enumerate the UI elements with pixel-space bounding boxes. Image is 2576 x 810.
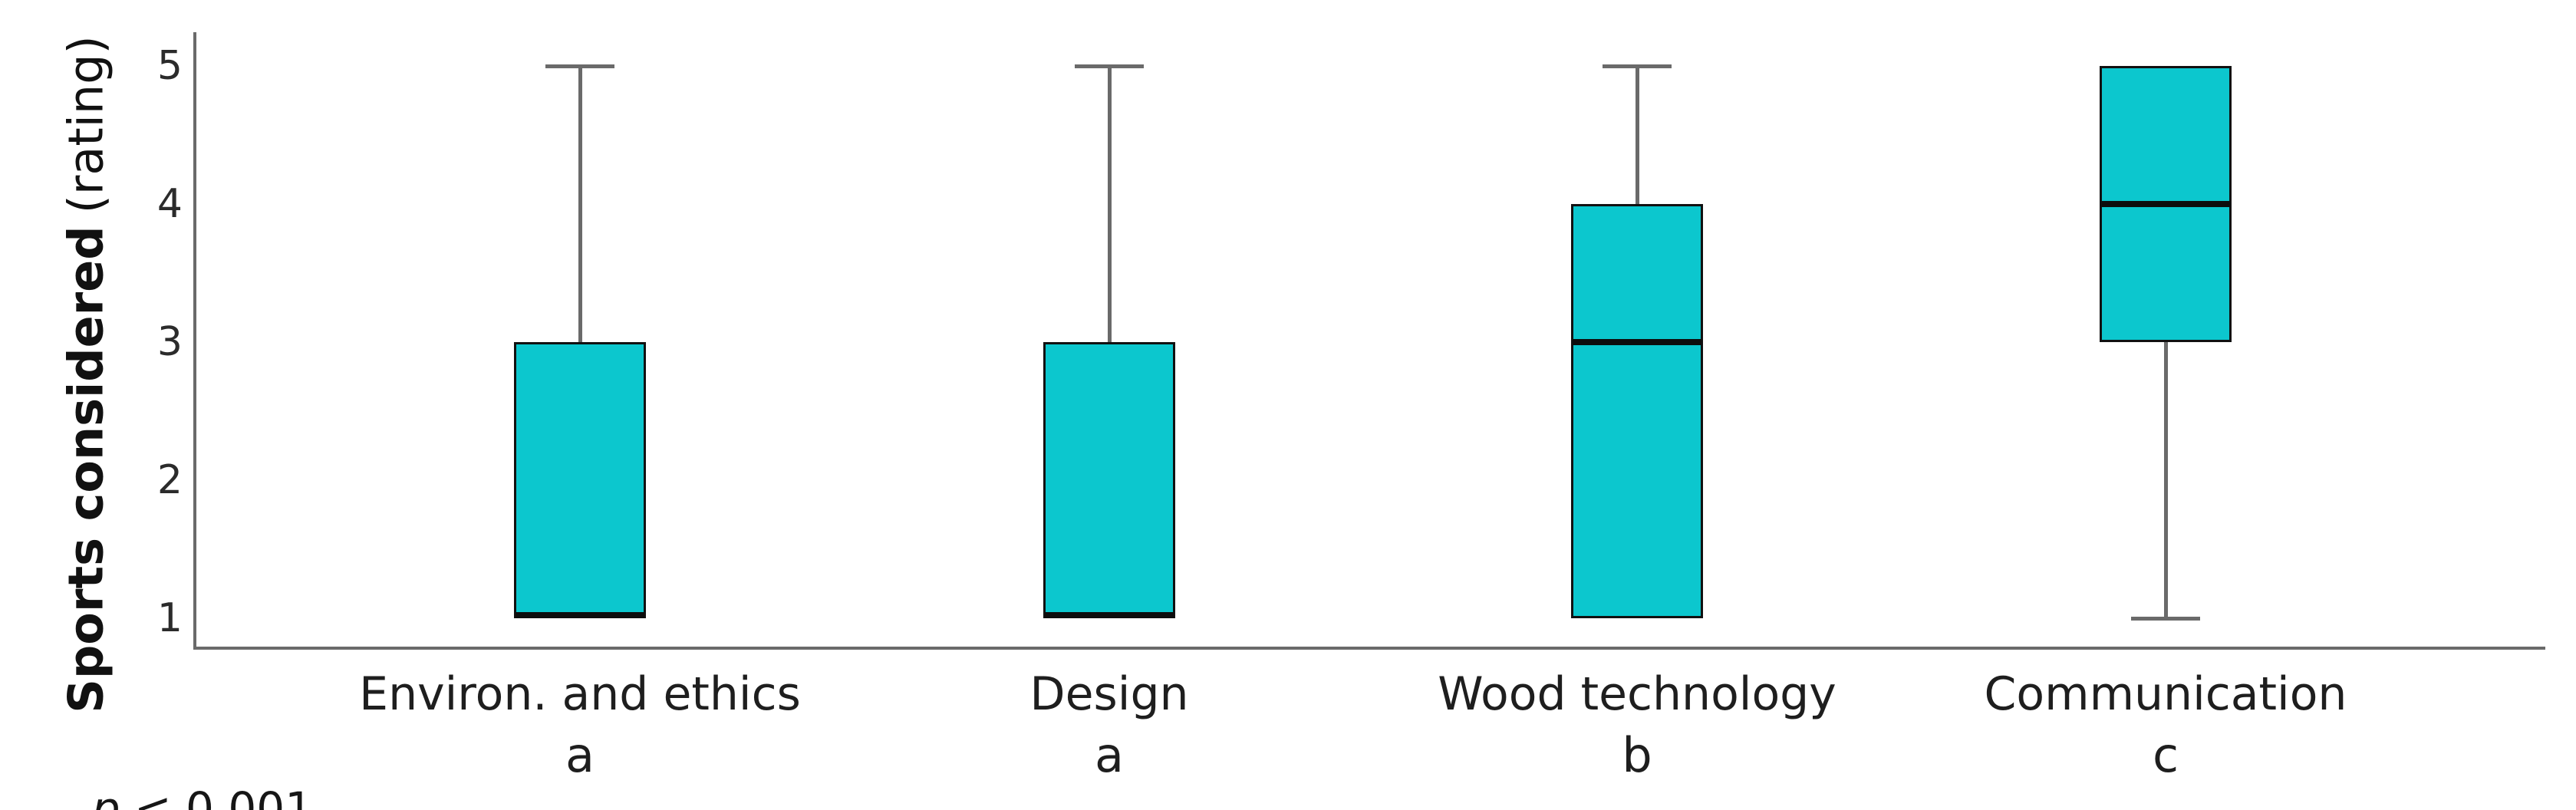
median-line bbox=[1573, 339, 1701, 345]
category-label: Environ. and ethics bbox=[359, 667, 801, 721]
category-label: Communication bbox=[1984, 667, 2347, 721]
median-line bbox=[516, 612, 644, 618]
boxplot-box bbox=[1571, 204, 1703, 618]
y-axis-line bbox=[193, 32, 196, 648]
lower-whisker-cap bbox=[2131, 617, 2200, 621]
upper-whisker-cap bbox=[1603, 64, 1672, 68]
upper-whisker-cap bbox=[545, 64, 614, 68]
y-tick-label: 2 bbox=[156, 457, 183, 503]
upper-whisker-line bbox=[578, 66, 582, 342]
lower-whisker-line bbox=[2164, 342, 2168, 618]
category-label: Design bbox=[1029, 667, 1189, 721]
y-tick-label: 1 bbox=[156, 595, 183, 641]
p-value-text: < 0.001 bbox=[120, 782, 314, 810]
significance-letter: a bbox=[565, 727, 595, 783]
upper-whisker-line bbox=[1636, 66, 1639, 204]
p-value-annotation: p < 0.001 bbox=[35, 730, 313, 810]
median-line bbox=[2101, 201, 2230, 207]
significance-letter: c bbox=[2152, 727, 2179, 783]
category-label: Wood technology bbox=[1438, 667, 1836, 721]
boxplot-box bbox=[514, 342, 646, 618]
boxplot-box bbox=[1043, 342, 1175, 618]
y-tick-label: 4 bbox=[156, 181, 183, 227]
y-tick-label: 5 bbox=[156, 43, 183, 89]
upper-whisker-line bbox=[1108, 66, 1112, 342]
y-tick-label: 3 bbox=[156, 319, 183, 365]
median-line bbox=[1045, 612, 1174, 618]
upper-whisker-cap bbox=[1075, 64, 1144, 68]
significance-letter: a bbox=[1095, 727, 1124, 783]
p-symbol: p bbox=[91, 782, 120, 810]
significance-letter: b bbox=[1622, 727, 1652, 783]
x-axis-line bbox=[193, 647, 2545, 650]
